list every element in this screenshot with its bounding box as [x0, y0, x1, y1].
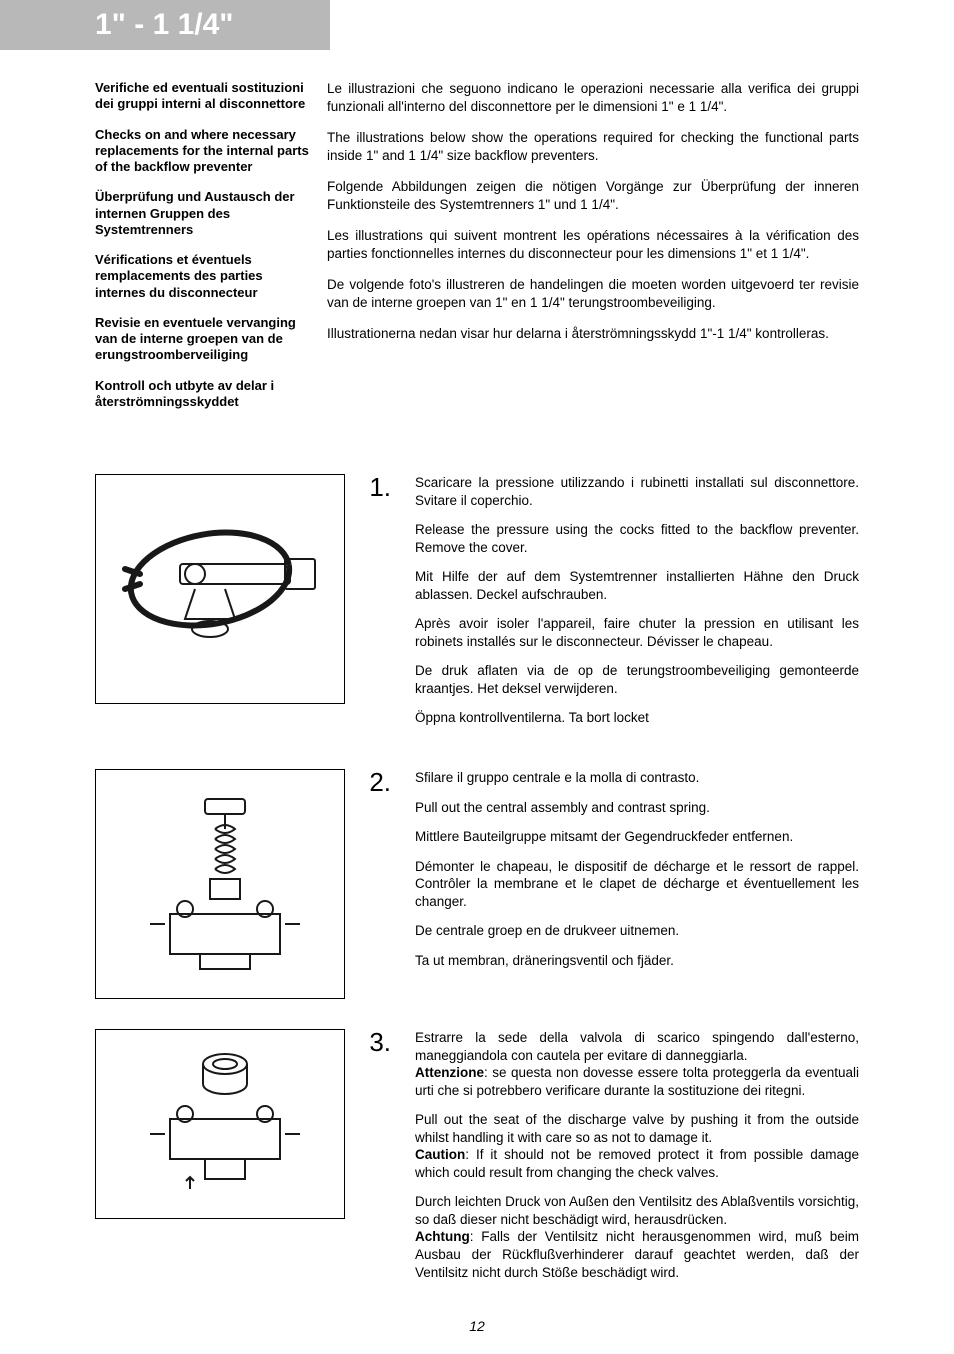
step-number: 1.: [365, 474, 395, 500]
intro-title: Revisie en eventuele vervanging van de i…: [95, 315, 315, 364]
page-number: 12: [0, 1318, 954, 1334]
step-paragraph: Pull out the central assembly and contra…: [415, 799, 859, 817]
valve-seat-icon: [110, 1039, 330, 1209]
step-1-text: Scaricare la pressione utilizzando i rub…: [415, 474, 859, 739]
step-paragraph: Estrarre la sede della valvola di scaric…: [415, 1029, 859, 1099]
intro-paragraph: De volgende foto's illustreren de handel…: [327, 276, 859, 311]
intro-paragraphs-column: Le illustrazioni che seguono indicano le…: [327, 80, 859, 424]
step-paragraph: De druk aflaten via de op de terungstroo…: [415, 662, 859, 697]
step-paragraph: Scaricare la pressione utilizzando i rub…: [415, 474, 859, 509]
step-paragraph: Durch leichten Druck von Außen den Venti…: [415, 1193, 859, 1281]
step-paragraph: Après avoir isoler l'appareil, faire chu…: [415, 615, 859, 650]
step-paragraph: Mittlere Bauteilgruppe mitsamt der Gegen…: [415, 828, 859, 846]
intro-paragraph: Les illustrations qui suivent montrent l…: [327, 227, 859, 262]
step-paragraph: Ta ut membran, dräneringsventil och fjäd…: [415, 952, 859, 970]
step-3-illustration: [95, 1029, 345, 1219]
step-number: 3.: [365, 1029, 395, 1055]
intro-title: Checks on and where necessary replacemen…: [95, 127, 315, 176]
step-2-text: Sfilare il gruppo centrale e la molla di…: [415, 769, 859, 981]
step-number: 2.: [365, 769, 395, 795]
step-row-2: 2. Sfilare il gruppo centrale e la molla…: [95, 769, 859, 999]
step-paragraph: Sfilare il gruppo centrale e la molla di…: [415, 769, 859, 787]
intro-paragraph: Folgende Abbildungen zeigen die nötigen …: [327, 178, 859, 213]
intro-section: Verifiche ed eventuali sostituzioni dei …: [95, 80, 859, 424]
step-row-1: 1. Scaricare la pressione utilizzando i …: [95, 474, 859, 739]
intro-paragraph: The illustrations below show the operati…: [327, 129, 859, 164]
intro-paragraph: Le illustrazioni che seguono indicano le…: [327, 80, 859, 115]
intro-title: Vérifications et éventuels remplacements…: [95, 252, 315, 301]
intro-titles-column: Verifiche ed eventuali sostituzioni dei …: [95, 80, 315, 424]
step-paragraph: Öppna kontrollventilerna. Ta bort locket: [415, 709, 859, 727]
step-3-text: Estrarre la sede della valvola di scaric…: [415, 1029, 859, 1293]
step-row-3: 3. Estrarre la sede della valvola di sca…: [95, 1029, 859, 1293]
step-paragraph: Mit Hilfe der auf dem Systemtrenner inst…: [415, 568, 859, 603]
step-1-illustration: [95, 474, 345, 704]
step-paragraph: De centrale groep en de drukveer uitneme…: [415, 922, 859, 940]
step-paragraph: Démonter le chapeau, le dispositif de dé…: [415, 858, 859, 911]
step-paragraph: Release the pressure using the cocks fit…: [415, 521, 859, 556]
step-paragraph: Pull out the seat of the discharge valve…: [415, 1111, 859, 1181]
intro-paragraph: Illustrationerna nedan visar hur delarna…: [327, 325, 859, 343]
wrench-valve-icon: [110, 489, 330, 689]
intro-title: Kontroll och utbyte av delar i återström…: [95, 378, 315, 411]
header-bar: 1" - 1 1/4": [0, 0, 330, 50]
step-2-illustration: [95, 769, 345, 999]
spring-assembly-icon: [110, 784, 330, 984]
intro-title: Überprüfung und Austausch der internen G…: [95, 189, 315, 238]
page-content: Verifiche ed eventuali sostituzioni dei …: [0, 50, 954, 1293]
intro-title: Verifiche ed eventuali sostituzioni dei …: [95, 80, 315, 113]
